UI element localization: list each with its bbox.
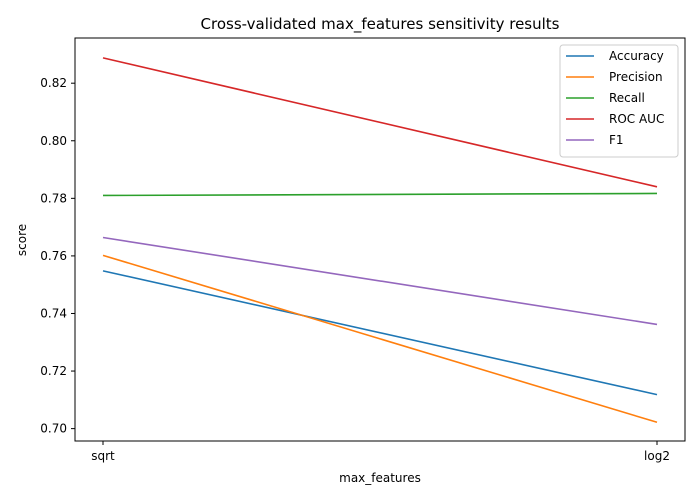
plot-frame (74, 37, 686, 442)
series-line-f1 (102, 236, 658, 326)
x-axis: sqrt log2 (91, 441, 670, 463)
chart-title: Cross-validated max_features sensitivity… (201, 15, 560, 34)
legend: Accuracy Precision Recall ROC AUC F1 (559, 44, 679, 158)
series-line-accuracy (102, 270, 658, 396)
series-line-precision (102, 254, 658, 424)
y-tick-label: 0.80 (40, 134, 67, 148)
y-tick-label: 0.78 (40, 191, 67, 205)
series-lines (102, 57, 658, 424)
y-tick-label: 0.74 (40, 306, 67, 320)
y-axis-label: score (15, 224, 29, 256)
x-tick-label: sqrt (91, 449, 115, 463)
legend-label: F1 (609, 133, 624, 147)
x-axis-label: max_features (339, 471, 421, 485)
y-axis: 0.70 0.72 0.74 0.76 0.78 0.80 0.82 (40, 76, 75, 436)
legend-box (559, 44, 679, 158)
y-tick-label: 0.76 (40, 249, 67, 263)
y-tick-label: 0.72 (40, 364, 67, 378)
plot-area (74, 37, 686, 442)
y-tick-label: 0.70 (40, 422, 67, 436)
legend-label: Precision (609, 70, 663, 84)
legend-label: Recall (609, 91, 645, 105)
legend-label: Accuracy (609, 49, 664, 63)
y-tick-label: 0.82 (40, 76, 67, 90)
series-line-recall (102, 192, 658, 197)
series-line-roc-auc (102, 57, 658, 188)
x-tick-label: log2 (644, 449, 670, 463)
legend-label: ROC AUC (609, 112, 664, 126)
